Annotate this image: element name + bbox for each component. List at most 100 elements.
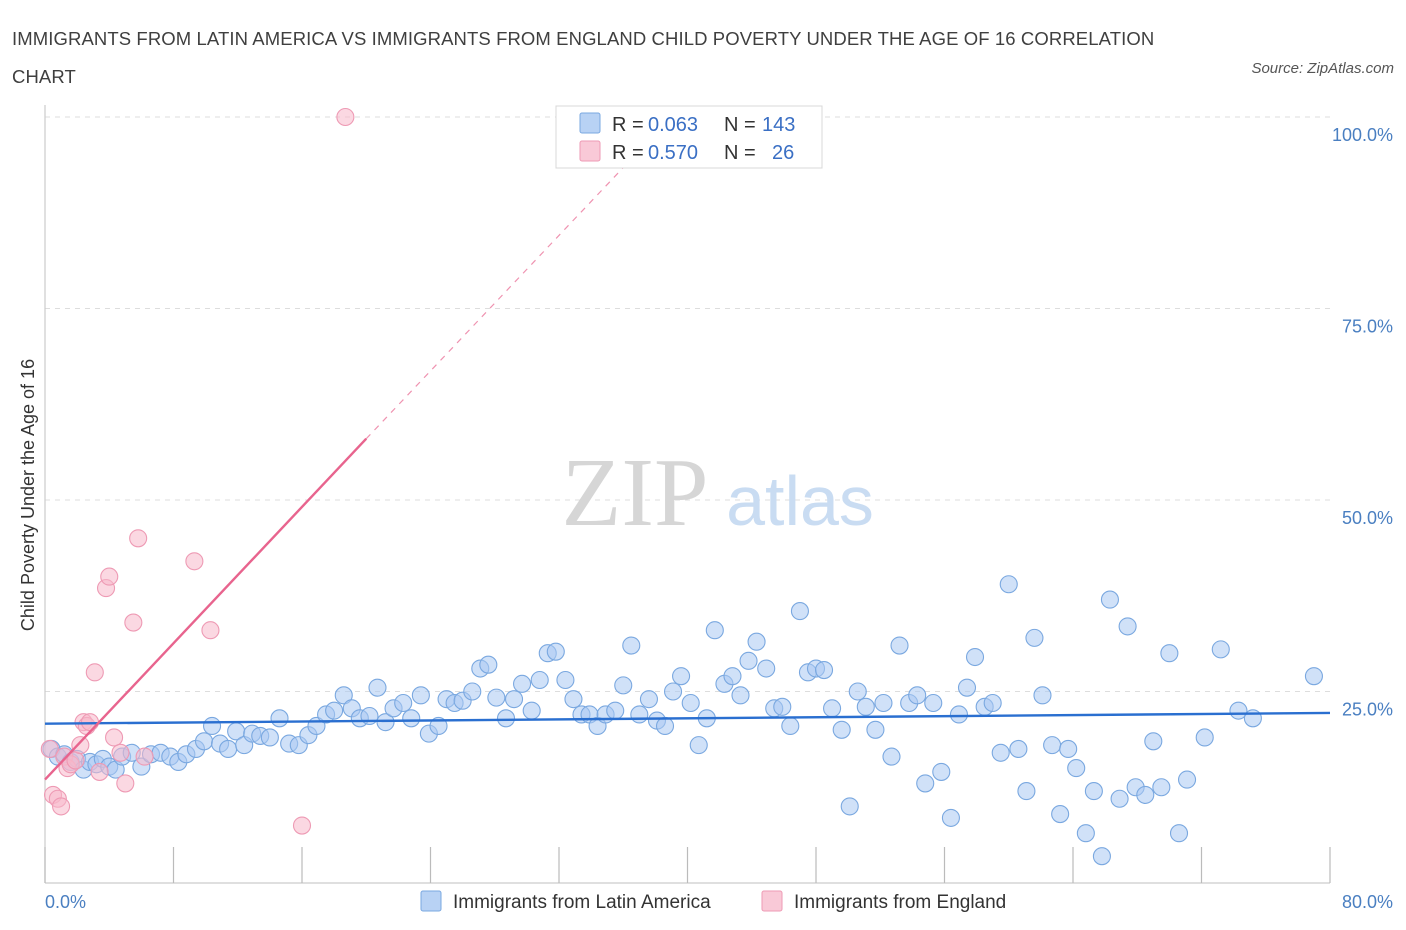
data-point-england xyxy=(336,107,355,127)
data-point-latin-america xyxy=(672,667,691,686)
watermark: ZIP atlas xyxy=(562,439,874,547)
series-legend-swatch-pink xyxy=(761,890,783,912)
data-point-england xyxy=(85,663,104,682)
data-point-latin-america xyxy=(622,636,641,655)
data-point-england xyxy=(185,552,204,571)
data-point-latin-america xyxy=(1009,739,1028,759)
data-points xyxy=(40,107,1323,866)
data-point-latin-america xyxy=(916,774,935,793)
legend-r-value-blue: 0.063 xyxy=(648,114,698,136)
data-point-latin-america xyxy=(1059,739,1078,759)
legend-r-value-pink: 0.570 xyxy=(648,142,698,164)
data-point-latin-america xyxy=(856,697,875,716)
data-point-latin-america xyxy=(983,693,1002,713)
y-tick-label: 25.0% xyxy=(1342,700,1393,720)
y-tick-label: 100.0% xyxy=(1332,125,1393,145)
data-point-latin-america xyxy=(429,716,448,736)
data-point-latin-america xyxy=(334,686,353,705)
data-point-latin-america xyxy=(773,697,792,716)
data-point-latin-america xyxy=(874,693,893,713)
data-point-latin-america xyxy=(260,728,279,747)
data-point-latin-america xyxy=(376,713,395,732)
data-point-latin-america xyxy=(463,682,482,701)
data-point-latin-america xyxy=(1017,782,1036,801)
data-point-latin-america xyxy=(705,621,724,640)
data-point-latin-america xyxy=(522,701,541,720)
data-point-latin-america xyxy=(957,678,977,697)
data-point-latin-america xyxy=(882,747,901,766)
data-point-latin-america xyxy=(614,676,633,695)
trend-line-england xyxy=(44,437,368,781)
data-point-england xyxy=(129,529,148,548)
data-point-latin-america xyxy=(630,705,649,724)
data-point-latin-america xyxy=(1160,644,1179,663)
data-point-latin-america xyxy=(1092,847,1111,866)
series-legend: Immigrants from Latin America Immigrants… xyxy=(420,890,1006,913)
series-legend-swatch-blue xyxy=(420,890,442,912)
legend-n-label-pink: N = xyxy=(724,142,756,164)
data-point-england xyxy=(116,774,135,793)
data-point-england xyxy=(124,613,143,632)
data-point-latin-america xyxy=(606,701,625,720)
data-point-latin-america xyxy=(991,743,1010,762)
data-point-latin-america xyxy=(1110,789,1129,808)
tick-labels: 25.0% 50.0% 75.0% 100.0% 0.0% 80.0% xyxy=(45,125,1393,912)
data-point-latin-america xyxy=(1033,686,1052,705)
data-point-england xyxy=(292,816,312,835)
data-point-latin-america xyxy=(1118,617,1137,636)
data-point-latin-america xyxy=(814,661,834,680)
data-point-latin-america xyxy=(1043,736,1062,755)
trend-line-latin-america xyxy=(44,711,1331,725)
series-legend-label-blue: Immigrants from Latin America xyxy=(453,892,711,913)
data-point-latin-america xyxy=(932,762,951,781)
data-point-latin-america xyxy=(681,693,700,713)
data-point-latin-america xyxy=(203,716,222,736)
data-point-latin-america xyxy=(496,709,516,728)
trend-line-england-extended xyxy=(365,158,632,440)
data-point-latin-america xyxy=(1144,732,1163,751)
legend-r-label-pink: R = xyxy=(612,142,644,164)
data-point-latin-america xyxy=(757,659,776,678)
data-point-latin-america xyxy=(1076,824,1095,843)
trend-lines xyxy=(44,158,1331,781)
y-tick-label: 50.0% xyxy=(1342,508,1393,528)
data-point-latin-america xyxy=(394,693,413,713)
data-point-latin-america xyxy=(1025,628,1044,647)
legend-n-value-pink: 26 xyxy=(772,142,794,164)
data-point-latin-america xyxy=(368,678,387,697)
data-point-latin-america xyxy=(739,651,758,670)
data-point-england xyxy=(111,743,130,762)
legend-n-label-blue: N = xyxy=(724,114,756,136)
data-point-latin-america xyxy=(270,709,289,728)
data-point-latin-america xyxy=(1304,667,1323,686)
data-point-latin-america xyxy=(546,642,565,661)
data-point-latin-america xyxy=(663,682,683,701)
data-point-latin-america xyxy=(840,797,859,816)
data-point-england xyxy=(40,739,59,759)
data-point-latin-america xyxy=(965,647,985,667)
data-point-latin-america xyxy=(866,720,885,739)
data-point-latin-america xyxy=(402,709,421,728)
data-point-latin-america xyxy=(504,690,524,709)
legend-swatch-blue xyxy=(579,112,601,134)
watermark-atlas: atlas xyxy=(726,462,874,540)
data-point-latin-america xyxy=(219,739,238,759)
data-point-latin-america xyxy=(1177,770,1197,789)
data-point-latin-america xyxy=(1051,805,1070,824)
chart-source: Source: ZipAtlas.com xyxy=(1251,60,1394,77)
data-point-england xyxy=(52,797,71,816)
data-point-latin-america xyxy=(530,670,549,690)
data-point-latin-america xyxy=(411,686,430,705)
data-point-latin-america xyxy=(1100,590,1119,609)
data-point-england xyxy=(201,621,220,640)
data-point-latin-america xyxy=(1136,785,1155,804)
watermark-zip: ZIP xyxy=(562,439,709,547)
data-point-latin-america xyxy=(723,667,742,686)
data-point-latin-america xyxy=(564,690,583,709)
data-point-latin-america xyxy=(479,655,498,674)
data-point-latin-america xyxy=(513,674,532,693)
data-point-england xyxy=(71,736,90,755)
data-point-latin-america xyxy=(941,808,960,827)
data-point-latin-america xyxy=(655,716,675,736)
